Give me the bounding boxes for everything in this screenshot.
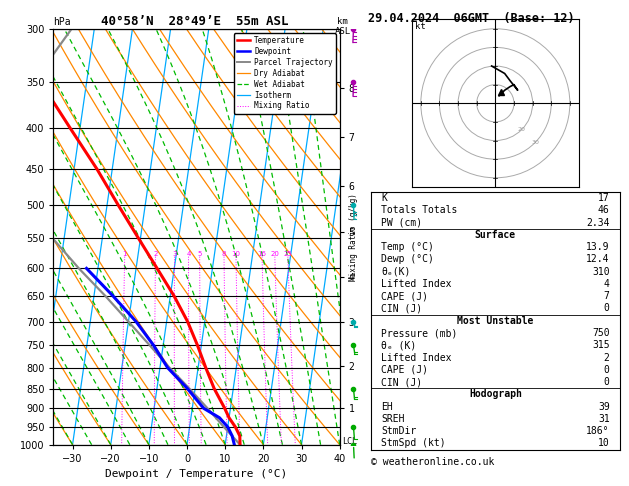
- Text: 20: 20: [518, 127, 526, 132]
- Text: CIN (J): CIN (J): [381, 377, 422, 387]
- Text: LCL: LCL: [343, 437, 357, 446]
- Text: PW (cm): PW (cm): [381, 218, 422, 227]
- Text: 3: 3: [172, 251, 177, 257]
- Text: 13.9: 13.9: [586, 242, 610, 252]
- Text: Pressure (mb): Pressure (mb): [381, 328, 457, 338]
- Text: 10: 10: [231, 251, 240, 257]
- X-axis label: Dewpoint / Temperature (°C): Dewpoint / Temperature (°C): [106, 469, 287, 479]
- Text: km
ASL: km ASL: [335, 17, 351, 35]
- Text: EH: EH: [381, 401, 392, 412]
- Text: Mixing Ratio (g/kg): Mixing Ratio (g/kg): [348, 193, 357, 281]
- Text: © weatheronline.co.uk: © weatheronline.co.uk: [371, 456, 494, 467]
- Text: hPa: hPa: [53, 17, 71, 27]
- Text: 8: 8: [222, 251, 226, 257]
- Text: Dewp (°C): Dewp (°C): [381, 255, 434, 264]
- Text: Lifted Index: Lifted Index: [381, 352, 452, 363]
- Text: 0: 0: [604, 303, 610, 313]
- Text: Hodograph: Hodograph: [469, 389, 522, 399]
- Text: 186°: 186°: [586, 426, 610, 436]
- Text: Lifted Index: Lifted Index: [381, 279, 452, 289]
- Text: 750: 750: [592, 328, 610, 338]
- Text: CAPE (J): CAPE (J): [381, 291, 428, 301]
- Text: 31: 31: [598, 414, 610, 424]
- Text: 310: 310: [592, 267, 610, 277]
- Text: 2: 2: [153, 251, 158, 257]
- Text: θₑ(K): θₑ(K): [381, 267, 411, 277]
- Text: CAPE (J): CAPE (J): [381, 365, 428, 375]
- Text: 12.4: 12.4: [586, 255, 610, 264]
- Text: Most Unstable: Most Unstable: [457, 316, 533, 326]
- Text: 46: 46: [598, 206, 610, 215]
- Text: 315: 315: [592, 340, 610, 350]
- Text: 1: 1: [123, 251, 127, 257]
- Text: StmDir: StmDir: [381, 426, 416, 436]
- Text: 7: 7: [604, 291, 610, 301]
- Text: θₑ (K): θₑ (K): [381, 340, 416, 350]
- Text: 10: 10: [598, 438, 610, 449]
- Text: Surface: Surface: [475, 230, 516, 240]
- Text: 30: 30: [531, 140, 539, 145]
- Text: StmSpd (kt): StmSpd (kt): [381, 438, 446, 449]
- Text: 0: 0: [604, 377, 610, 387]
- Text: CIN (J): CIN (J): [381, 303, 422, 313]
- Text: 29.04.2024  06GMT  (Base: 12): 29.04.2024 06GMT (Base: 12): [368, 12, 574, 25]
- Text: 25: 25: [284, 251, 292, 257]
- Text: 2.34: 2.34: [586, 218, 610, 227]
- Text: Temp (°C): Temp (°C): [381, 242, 434, 252]
- Text: 2: 2: [604, 352, 610, 363]
- Text: Totals Totals: Totals Totals: [381, 206, 457, 215]
- Text: 39: 39: [598, 401, 610, 412]
- Text: 17: 17: [598, 193, 610, 203]
- Text: 40°58’N  28°49’E  55m ASL: 40°58’N 28°49’E 55m ASL: [101, 15, 289, 28]
- Legend: Temperature, Dewpoint, Parcel Trajectory, Dry Adiabat, Wet Adiabat, Isotherm, Mi: Temperature, Dewpoint, Parcel Trajectory…: [233, 33, 336, 114]
- Text: 0: 0: [604, 365, 610, 375]
- Text: 16: 16: [257, 251, 267, 257]
- Text: SREH: SREH: [381, 414, 404, 424]
- Text: 5: 5: [198, 251, 202, 257]
- Text: kt: kt: [415, 22, 426, 31]
- Text: 20: 20: [270, 251, 279, 257]
- Text: 4: 4: [604, 279, 610, 289]
- Text: 4: 4: [186, 251, 191, 257]
- Text: K: K: [381, 193, 387, 203]
